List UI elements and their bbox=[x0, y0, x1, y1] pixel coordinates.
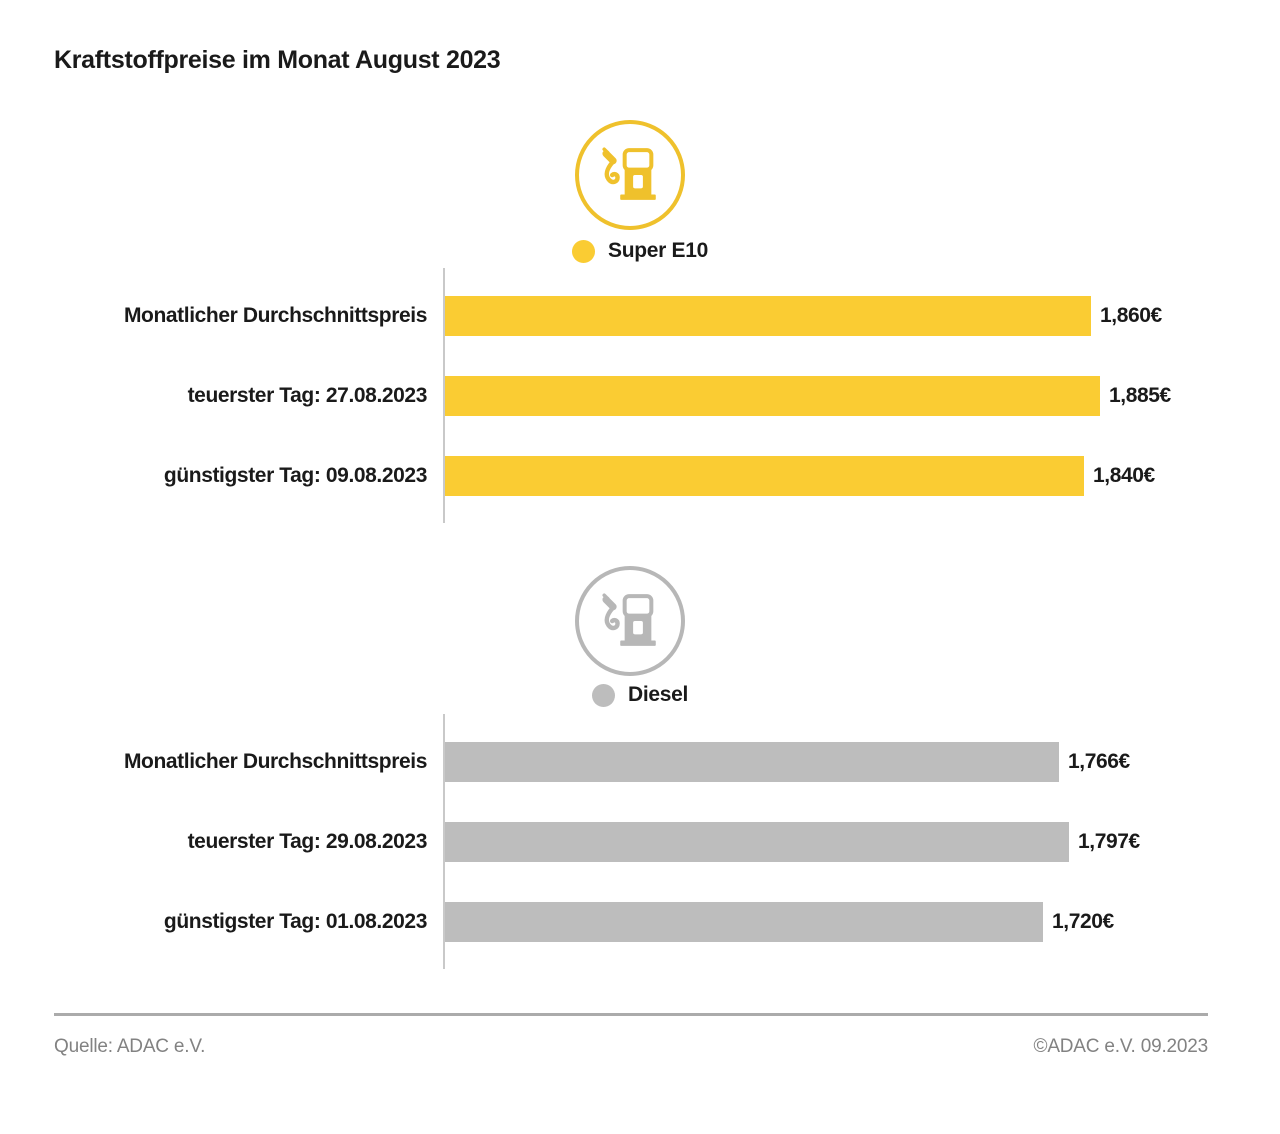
axis-line bbox=[443, 268, 445, 523]
chart-diesel: Monatlicher Durchschnittspreis 1,766€ te… bbox=[0, 714, 1280, 969]
bar-row-label: Monatlicher Durchschnittspreis bbox=[123, 304, 427, 327]
footer-divider bbox=[54, 1013, 1208, 1016]
bar bbox=[445, 456, 1084, 496]
bar-value-label: 1,766€ bbox=[1068, 750, 1130, 773]
bar-value-label: 1,885€ bbox=[1109, 384, 1171, 407]
legend-diesel: Diesel bbox=[0, 682, 1280, 708]
bar-value-label: 1,860€ bbox=[1100, 304, 1162, 327]
fuel-pump-icon bbox=[575, 120, 685, 230]
bar-row-label: Monatlicher Durchschnittspreis bbox=[123, 750, 427, 773]
bar bbox=[445, 822, 1069, 862]
bar bbox=[445, 742, 1059, 782]
legend-label: Diesel bbox=[627, 683, 689, 706]
axis-line bbox=[443, 714, 445, 969]
bar-value-label: 1,840€ bbox=[1093, 464, 1155, 487]
fuel-pump-icon bbox=[575, 566, 685, 676]
footer-source: Quelle: ADAC e.V. bbox=[54, 1036, 206, 1057]
bar-row: günstigster Tag: 09.08.2023 1,840€ bbox=[0, 456, 1280, 496]
bar-value-label: 1,720€ bbox=[1052, 910, 1114, 933]
bar-row-label: günstigster Tag: 01.08.2023 bbox=[163, 910, 427, 933]
bar-row: Monatlicher Durchschnittspreis 1,766€ bbox=[0, 742, 1280, 782]
bar-row-label: günstigster Tag: 09.08.2023 bbox=[163, 464, 427, 487]
bar-row: teuerster Tag: 27.08.2023 1,885€ bbox=[0, 376, 1280, 416]
bar-value-label: 1,797€ bbox=[1078, 830, 1140, 853]
bar-row-label: teuerster Tag: 29.08.2023 bbox=[187, 830, 428, 853]
legend-label: Super E10 bbox=[607, 239, 708, 262]
legend-super-e10: Super E10 bbox=[0, 238, 1280, 264]
footer-copyright: ©ADAC e.V. 09.2023 bbox=[1033, 1036, 1209, 1057]
bar-row: günstigster Tag: 01.08.2023 1,720€ bbox=[0, 902, 1280, 942]
bar bbox=[445, 296, 1091, 336]
bar bbox=[445, 902, 1043, 942]
chart-super-e10: Monatlicher Durchschnittspreis 1,860€ te… bbox=[0, 268, 1280, 523]
bar-row: teuerster Tag: 29.08.2023 1,797€ bbox=[0, 822, 1280, 862]
page-title: Kraftstoffpreise im Monat August 2023 bbox=[54, 46, 501, 74]
legend-dot bbox=[591, 683, 615, 707]
bar-row-label: teuerster Tag: 27.08.2023 bbox=[187, 384, 428, 407]
legend-dot bbox=[571, 239, 595, 263]
bar-row: Monatlicher Durchschnittspreis 1,860€ bbox=[0, 296, 1280, 336]
bar bbox=[445, 376, 1100, 416]
